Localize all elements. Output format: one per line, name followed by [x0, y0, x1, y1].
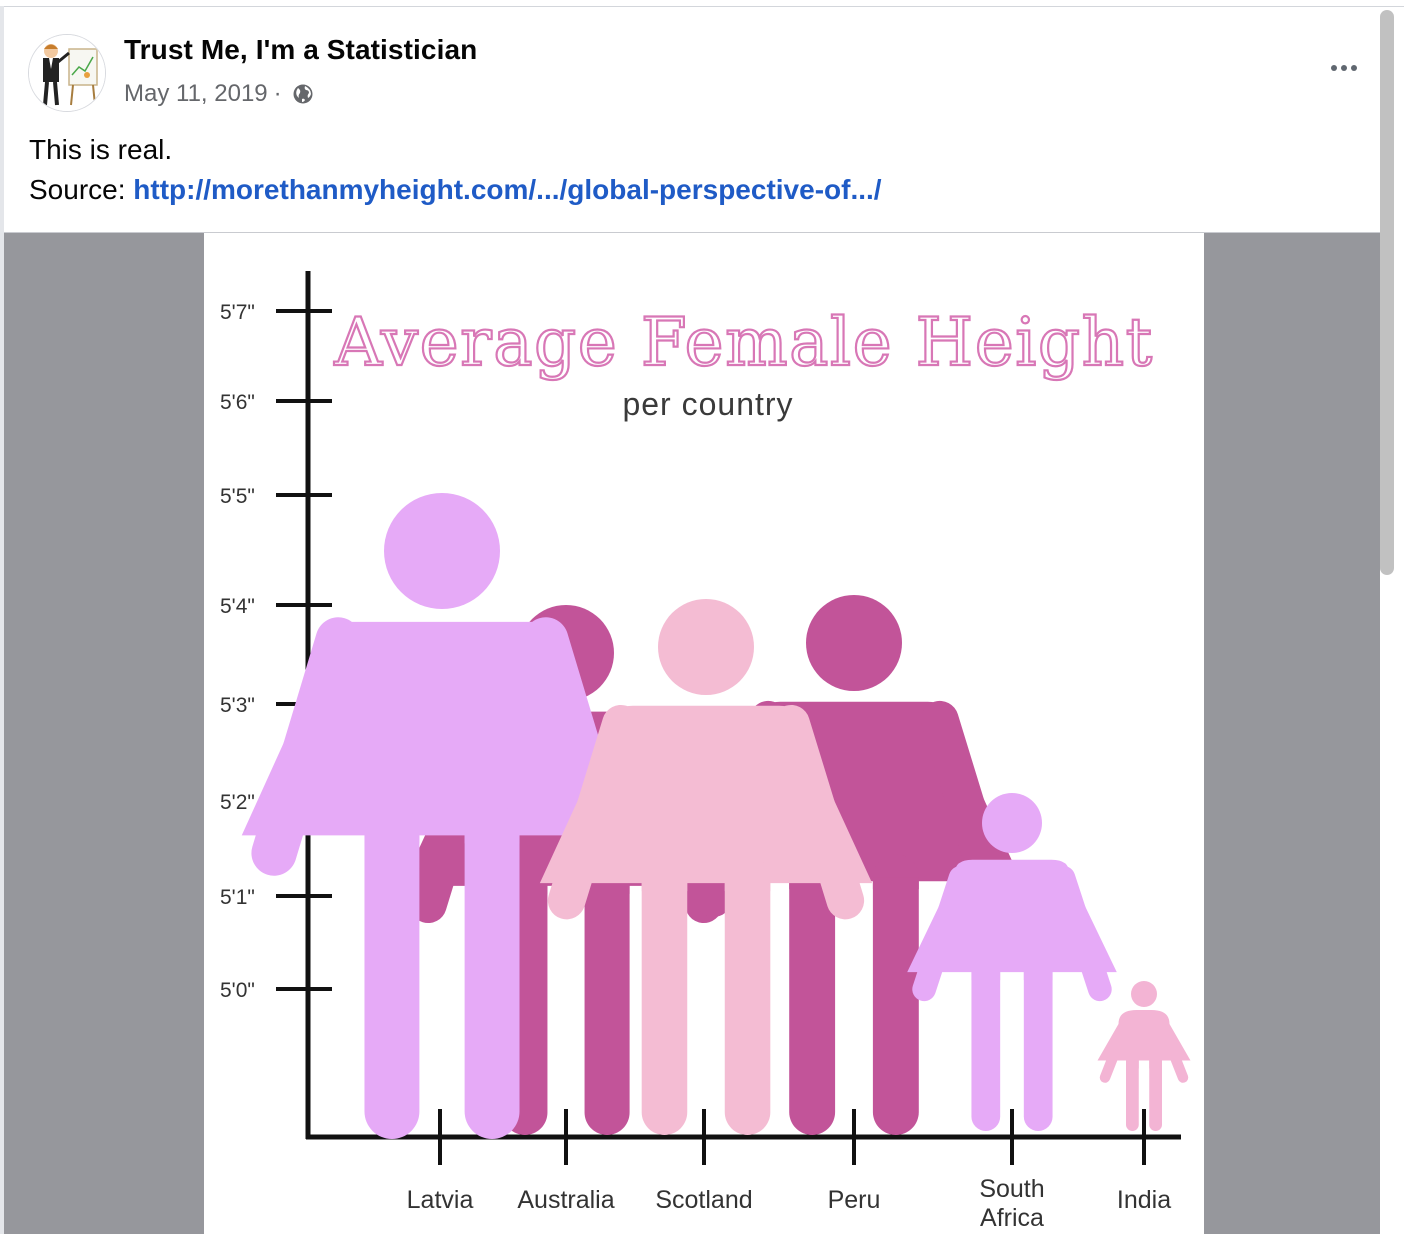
window-left-border	[0, 6, 4, 1234]
figure-head	[806, 595, 902, 691]
scrollbar-thumb[interactable]	[1380, 10, 1394, 575]
figure-india	[1097, 981, 1191, 1131]
figure-head	[658, 599, 754, 695]
figures	[241, 493, 1191, 1139]
figure-leg-top	[641, 879, 688, 892]
figure-arm	[772, 704, 865, 920]
figure-arm	[547, 704, 640, 920]
window-top-border	[0, 6, 1404, 7]
source-label: Source:	[29, 174, 134, 205]
more-dot	[1351, 65, 1357, 71]
figure-leg-top	[971, 968, 1001, 981]
figure-leg-top	[1149, 1056, 1162, 1069]
figure-arm	[1051, 865, 1112, 1002]
figure-leg-top	[1023, 968, 1053, 981]
y-axis-ticks: 5'7" 5'6" 5'5" 5'4" 5'3" 5'2" 5'1" 5'0"	[220, 301, 332, 1002]
x-tick-label: Scotland	[655, 1186, 752, 1214]
y-tick-label: 5'5"	[220, 485, 255, 508]
x-tick-label: Africa	[980, 1204, 1044, 1232]
post-image[interactable]: 5'7" 5'6" 5'5" 5'4" 5'3" 5'2" 5'1" 5'0" Latvia A…	[204, 233, 1204, 1234]
y-tick-label: 5'3"	[220, 694, 255, 717]
x-tick-label: South	[979, 1175, 1044, 1203]
y-tick-label: 5'6"	[220, 391, 255, 414]
x-tick-label: Peru	[828, 1186, 881, 1214]
figure-leg-top	[584, 881, 630, 894]
image-divider	[4, 232, 1380, 233]
post-meta: May 11, 2019 ·	[124, 78, 314, 110]
chart-title: Average Female Height	[333, 304, 1153, 381]
figure-arm	[1099, 1022, 1130, 1083]
avatar-illustration-icon	[29, 35, 105, 111]
more-dot	[1331, 65, 1337, 71]
height-pictograph-chart: 5'7" 5'6" 5'5" 5'4" 5'3" 5'2" 5'1" 5'0" Latvia A…	[220, 271, 1191, 1232]
figure-scotland	[539, 599, 873, 1135]
y-tick-label: 5'0"	[220, 979, 255, 1002]
y-tick-label: 5'2"	[220, 791, 255, 814]
x-tick-label: Latvia	[407, 1186, 474, 1214]
figure-arm	[912, 865, 973, 1002]
figure-arm	[251, 617, 361, 876]
more-dot	[1341, 65, 1347, 71]
chart-subtitle: per country	[622, 386, 793, 422]
post-source-line: Source: http://morethanmyheight.com/.../…	[29, 170, 882, 210]
x-tick-label: Australia	[517, 1186, 614, 1214]
figure-south-africa	[907, 793, 1117, 1132]
more-options-button[interactable]	[1322, 54, 1366, 82]
figure-head	[1131, 981, 1157, 1007]
figure-arm	[1158, 1022, 1189, 1083]
figure-head	[384, 493, 500, 609]
author-name[interactable]: Trust Me, I'm a Statistician	[124, 34, 478, 65]
y-tick-label: 5'1"	[220, 886, 255, 909]
meta-separator: ·	[273, 80, 282, 107]
figure-head	[982, 793, 1042, 853]
y-tick-label: 5'7"	[220, 301, 255, 324]
globe-icon[interactable]	[292, 83, 314, 105]
figure-leg-top	[872, 877, 919, 890]
post-text: This is real. Source: http://morethanmyh…	[29, 130, 882, 210]
figure-leg-top	[464, 831, 520, 844]
y-tick-label: 5'4"	[220, 595, 255, 618]
figure-leg-top	[724, 879, 771, 892]
author-avatar[interactable]	[28, 34, 106, 112]
x-tick-label: India	[1117, 1186, 1171, 1214]
source-link[interactable]: http://morethanmyheight.com/.../global-p…	[133, 174, 882, 205]
figure-leg-top	[1126, 1056, 1139, 1069]
post-text-line: This is real.	[29, 134, 173, 165]
post-date[interactable]: May 11, 2019	[124, 80, 268, 107]
figure-leg-top	[364, 831, 420, 844]
